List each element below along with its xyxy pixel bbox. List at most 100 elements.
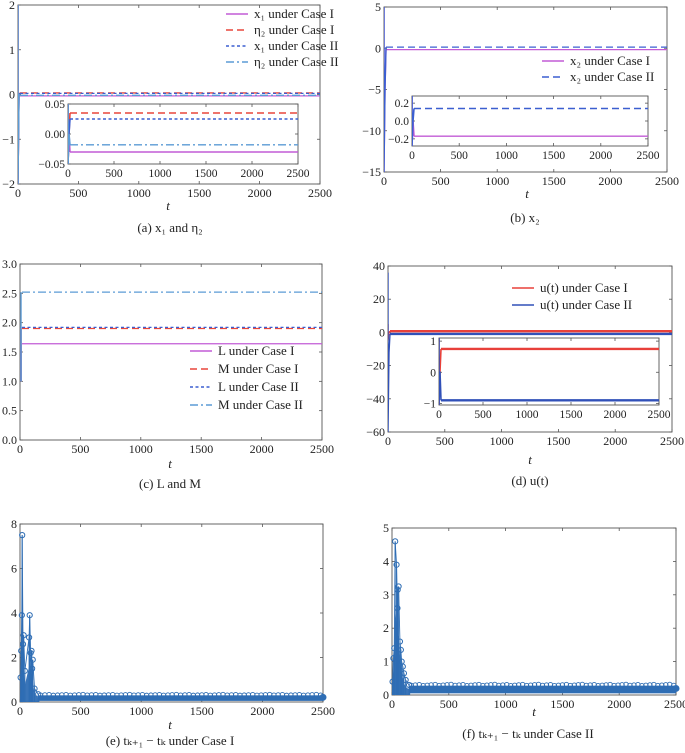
legend-label: L under Case I xyxy=(218,343,294,358)
y-tick-label: 6 xyxy=(11,562,17,576)
x-tick-label: 1500 xyxy=(190,704,214,718)
x-axis-label: t xyxy=(532,704,536,719)
axes-frame xyxy=(19,523,324,703)
y-tick-label: 0 xyxy=(383,688,389,702)
x-tick-label: 2500 xyxy=(655,174,679,188)
data-point xyxy=(26,612,33,619)
data-point xyxy=(405,681,413,689)
y-tick-label: 4 xyxy=(11,606,17,620)
data-point xyxy=(29,656,36,663)
legend-label: M under Case I xyxy=(218,361,299,376)
y-tick-label: 8 xyxy=(11,517,17,531)
series-transient xyxy=(18,5,21,184)
data-point xyxy=(20,632,27,639)
x-tick-label: 1500 xyxy=(542,174,566,188)
subplot-caption: (f) tₖ₊₁ − tₖ under Case II xyxy=(462,726,593,741)
inset-y-tick-label: −1 xyxy=(424,398,436,410)
x-tick-label: 1500 xyxy=(550,697,574,711)
x-tick-label: 0 xyxy=(15,186,21,200)
inset-axes-frame xyxy=(411,95,649,147)
data-point xyxy=(28,647,35,654)
inset-x-tick-label: 1000 xyxy=(149,168,172,180)
y-tick-label: 0 xyxy=(11,695,17,709)
axes-frame xyxy=(383,6,668,173)
y-tick-label: 2 xyxy=(383,621,389,635)
y-tick-label: 0 xyxy=(9,88,15,102)
x-tick-label: 2000 xyxy=(598,174,622,188)
inset-series-transient xyxy=(412,96,415,146)
x-tick-label: 500 xyxy=(71,442,89,456)
x-tick-label: 2000 xyxy=(607,697,631,711)
y-tick-label: 2.0 xyxy=(2,316,17,330)
legend-label: η₂ under Case I xyxy=(254,22,334,37)
x-tick-label: 2000 xyxy=(250,442,274,456)
y-tick-label: −1 xyxy=(2,132,15,146)
x-tick-label: 1500 xyxy=(189,442,213,456)
inset-y-tick-label: −0.2 xyxy=(388,134,409,146)
legend-label: M under Case II xyxy=(218,397,303,412)
legend-label: x₁ under Case I xyxy=(254,6,334,21)
x-tick-label: 0 xyxy=(389,697,395,711)
inset-y-tick-label: 0.05 xyxy=(45,99,65,111)
inset-b: 0 500 1000 1500 2000 2500 −0.2 0.0 0.2 xyxy=(388,95,660,162)
x-tick-label: 1500 xyxy=(546,434,570,448)
x-axis-label: t xyxy=(166,198,170,213)
inset-x-tick-label: 1500 xyxy=(560,409,583,421)
y-tick-label: 2 xyxy=(11,651,17,665)
x-axis-label: t xyxy=(528,452,532,467)
y-tick-label: 3 xyxy=(383,588,389,602)
y-tick-label: −60 xyxy=(366,425,385,439)
inset-x-tick-label: 2000 xyxy=(604,409,627,421)
inset-plot-area xyxy=(439,338,659,405)
data-point xyxy=(395,583,402,590)
y-tick-label: 1.5 xyxy=(2,345,17,359)
data-point xyxy=(29,665,36,672)
legend-label: u(t) under Case I xyxy=(540,280,628,295)
subplot-caption: (d) u(t) xyxy=(511,473,548,488)
inset-x-tick-label: 0 xyxy=(436,409,442,421)
inset-plot-area xyxy=(412,96,648,146)
inset-d: 0 500 1000 1500 2000 2500−101 xyxy=(424,336,671,421)
y-tick-label: −5 xyxy=(368,83,381,97)
x-tick-label: 1000 xyxy=(494,697,518,711)
inset-x-tick-label: 1500 xyxy=(542,150,565,162)
subplot-c: 0 500 1000 1500 2000 2500 0.0 0.5 1.0 1.5 2.0 2.5 3.… xyxy=(2,257,334,491)
y-tick-label: 4 xyxy=(383,554,389,568)
y-tick-label: −20 xyxy=(366,359,385,373)
legend-label: L under Case II xyxy=(218,379,299,394)
inset-x-tick-label: 2500 xyxy=(287,168,310,180)
data-point xyxy=(19,532,26,539)
inset-x-tick-label: 1000 xyxy=(495,150,518,162)
x-tick-label: 1000 xyxy=(129,704,153,718)
x-tick-label: 1000 xyxy=(485,174,509,188)
x-tick-label: 500 xyxy=(436,434,454,448)
y-tick-label: 5 xyxy=(375,0,381,14)
series-transient xyxy=(388,272,391,432)
y-tick-label: 2 xyxy=(9,0,15,12)
data-point xyxy=(400,670,408,677)
x-tick-label: 0 xyxy=(17,442,23,456)
y-tick-label: 1.0 xyxy=(2,374,17,388)
data-point xyxy=(393,561,400,568)
subplot-caption: (e) tₖ₊₁ − tₖ under Case I xyxy=(106,733,235,748)
y-tick-label: −40 xyxy=(366,392,385,406)
data-point xyxy=(396,638,404,645)
x-tick-label: 500 xyxy=(69,186,87,200)
axes-frame xyxy=(19,263,323,441)
x-tick-label: 0 xyxy=(385,434,391,448)
x-tick-label: 1000 xyxy=(127,186,151,200)
data-point xyxy=(35,691,42,698)
data-point xyxy=(402,676,409,684)
y-tick-label: −2 xyxy=(2,177,15,191)
data-point xyxy=(397,646,404,654)
inset-x-tick-label: 500 xyxy=(474,409,492,421)
inset-x-tick-label: 500 xyxy=(105,168,123,180)
x-tick-label: 1000 xyxy=(129,442,153,456)
y-tick-label: 0 xyxy=(379,325,385,339)
y-tick-label: 40 xyxy=(373,259,385,273)
data-point xyxy=(390,655,397,662)
data-point xyxy=(319,693,327,701)
legend: L under Case I M under Case I L under Case… xyxy=(190,343,303,412)
inset-x-tick-label: 500 xyxy=(451,150,469,162)
